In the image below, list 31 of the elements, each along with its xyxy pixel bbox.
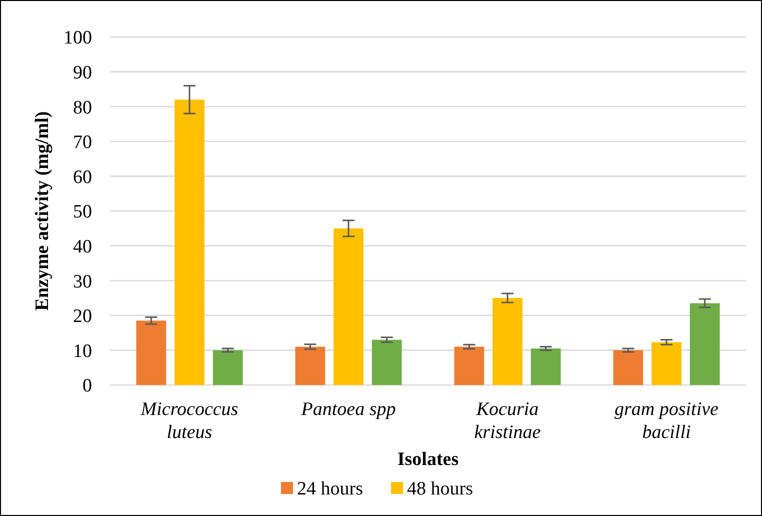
y-tick-label: 0: [82, 376, 92, 397]
bar: [295, 346, 326, 385]
y-tick-label: 30: [73, 271, 92, 292]
bar: [334, 228, 364, 385]
legend-label: 24 hours: [297, 478, 363, 500]
y-tick-label: 40: [73, 236, 92, 258]
bar: [212, 350, 243, 385]
bar: [652, 342, 682, 385]
bar: [492, 298, 522, 385]
bar: [690, 303, 720, 385]
y-tick-label: 50: [73, 202, 92, 223]
bar: [454, 346, 484, 385]
bar: [372, 340, 402, 385]
y-tick-label: 100: [64, 28, 92, 49]
y-tick-label: 90: [73, 62, 92, 84]
bar: [530, 348, 561, 385]
bar: [613, 350, 644, 385]
y-tick-label: 80: [73, 97, 92, 118]
x-tick-label: Micrococcus luteus: [140, 399, 238, 443]
y-tick-label: 10: [73, 340, 92, 362]
y-tick-label: 20: [73, 306, 92, 328]
legend-label: 48 hours: [407, 478, 473, 500]
x-axis-title: Isolates: [397, 449, 459, 470]
y-tick-label: 70: [73, 132, 92, 154]
x-tick-label: Kocuria kristinae: [474, 399, 541, 443]
x-tick-label: Pantoea spp: [300, 399, 396, 420]
y-axis-title: Enzyme activity (mg/ml): [32, 111, 53, 311]
bar: [136, 320, 166, 385]
x-tick-label: gram positive bacilli: [614, 399, 718, 443]
bar: [174, 100, 204, 385]
y-tick-label: 60: [73, 166, 92, 188]
